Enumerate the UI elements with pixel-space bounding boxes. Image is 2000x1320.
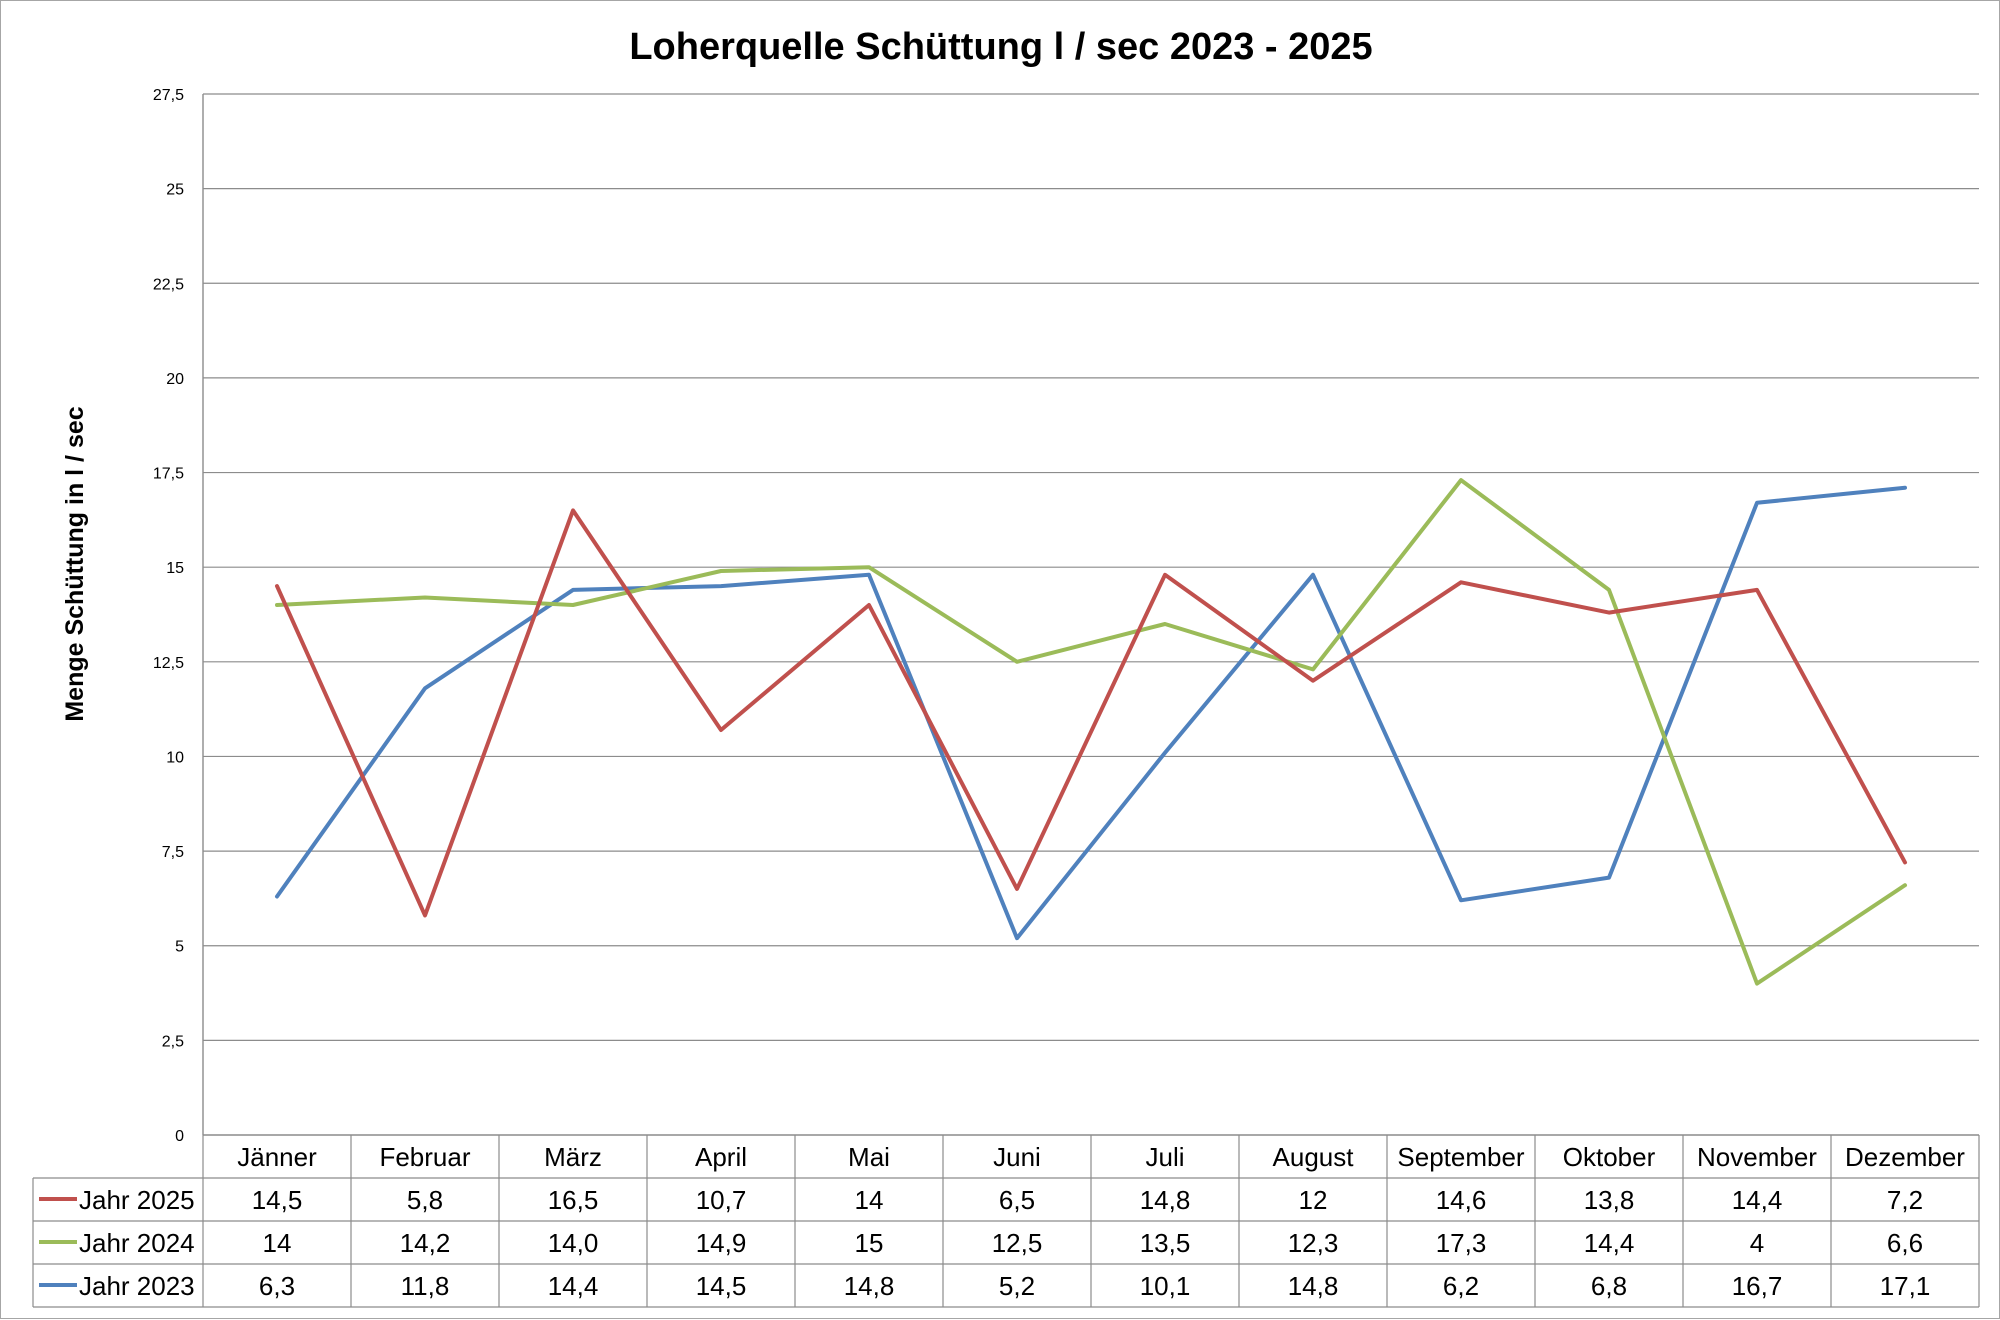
category-label: April <box>695 1142 747 1172</box>
data-cell: 7,2 <box>1887 1185 1923 1215</box>
category-label: September <box>1397 1142 1525 1172</box>
category-label: Juli <box>1145 1142 1184 1172</box>
data-table: Jänner Februar März April Mai Juni Juli August S… <box>32 1135 1980 1308</box>
series-line-jahr-2025 <box>275 508 1907 918</box>
data-cell: 12,3 <box>1288 1228 1339 1258</box>
category-label: Februar <box>379 1142 470 1172</box>
data-cell: 17,1 <box>1880 1271 1931 1301</box>
y-axis-label: Menge Schüttung in l / sec <box>61 406 89 721</box>
series-line-jahr-2023 <box>275 485 1907 941</box>
y-tick-label: 2,5 <box>162 1033 184 1050</box>
data-cell: 14,6 <box>1436 1185 1487 1215</box>
y-tick-label: 12,5 <box>153 655 184 672</box>
y-tick-label: 25 <box>166 182 184 199</box>
data-cell: 11,8 <box>401 1271 450 1301</box>
data-cell: 14,8 <box>1140 1185 1191 1215</box>
data-cell: 15 <box>855 1228 884 1258</box>
data-cell: 6,8 <box>1591 1271 1627 1301</box>
data-cell: 6,3 <box>259 1271 295 1301</box>
data-cell: 10,1 <box>1140 1271 1191 1301</box>
y-axis-ticks: 0 2,5 5 7,5 10 12,5 15 17,5 20 22,5 25 27,5 <box>153 87 184 1145</box>
legend-entry: Jahr 2023 <box>79 1271 195 1301</box>
data-cell: 14 <box>263 1228 292 1258</box>
data-cell: 5,2 <box>999 1271 1035 1301</box>
category-label: Oktober <box>1563 1142 1656 1172</box>
y-tick-label: 27,5 <box>153 87 184 104</box>
data-cell: 10,7 <box>696 1185 747 1215</box>
category-label: Jänner <box>237 1142 317 1172</box>
category-label: Juni <box>993 1142 1041 1172</box>
data-cell: 13,5 <box>1140 1228 1191 1258</box>
data-cell: 17,3 <box>1436 1228 1487 1258</box>
category-label: November <box>1697 1142 1817 1172</box>
y-tick-label: 5 <box>175 939 184 956</box>
data-cell: 14 <box>855 1185 884 1215</box>
y-tick-label: 10 <box>166 749 184 766</box>
category-label: Dezember <box>1845 1142 1965 1172</box>
data-cell: 14,8 <box>844 1271 895 1301</box>
category-label: August <box>1273 1142 1355 1172</box>
y-tick-label: 7,5 <box>162 844 184 861</box>
data-cell: 14,5 <box>696 1271 747 1301</box>
data-cell: 14,4 <box>1584 1228 1635 1258</box>
y-tick-label: 15 <box>166 560 184 577</box>
data-cell: 14,8 <box>1288 1271 1339 1301</box>
legend-entry: Jahr 2025 <box>79 1185 195 1215</box>
series-line-jahr-2024 <box>275 478 1907 986</box>
legend-entry: Jahr 2024 <box>79 1228 195 1258</box>
data-cell: 6,2 <box>1443 1271 1479 1301</box>
y-tick-label: 0 <box>175 1128 184 1145</box>
data-cell: 14,4 <box>548 1271 599 1301</box>
data-cell: 12 <box>1299 1185 1328 1215</box>
y-tick-label: 22,5 <box>153 276 184 293</box>
data-cell: 4 <box>1750 1228 1764 1258</box>
data-cell: 13,8 <box>1584 1185 1635 1215</box>
category-label: März <box>544 1142 602 1172</box>
data-cell: 5,8 <box>407 1185 443 1215</box>
category-label: Mai <box>848 1142 890 1172</box>
data-cell: 14,0 <box>548 1228 599 1258</box>
data-cell: 14,4 <box>1732 1185 1783 1215</box>
data-cell: 14,2 <box>400 1228 451 1258</box>
chart-title: Loherquelle Schüttung l / sec 2023 - 202… <box>629 26 1372 68</box>
data-cell: 12,5 <box>992 1228 1043 1258</box>
y-tick-label: 17,5 <box>153 466 184 483</box>
data-cell: 6,5 <box>999 1185 1035 1215</box>
data-cell: 14,5 <box>252 1185 303 1215</box>
data-cell: 16,5 <box>548 1185 599 1215</box>
y-tick-label: 20 <box>166 371 184 388</box>
data-cell: 14,9 <box>696 1228 747 1258</box>
series-lines <box>275 478 1907 986</box>
data-cell: 16,7 <box>1732 1271 1783 1301</box>
data-cell: 6,6 <box>1887 1228 1923 1258</box>
